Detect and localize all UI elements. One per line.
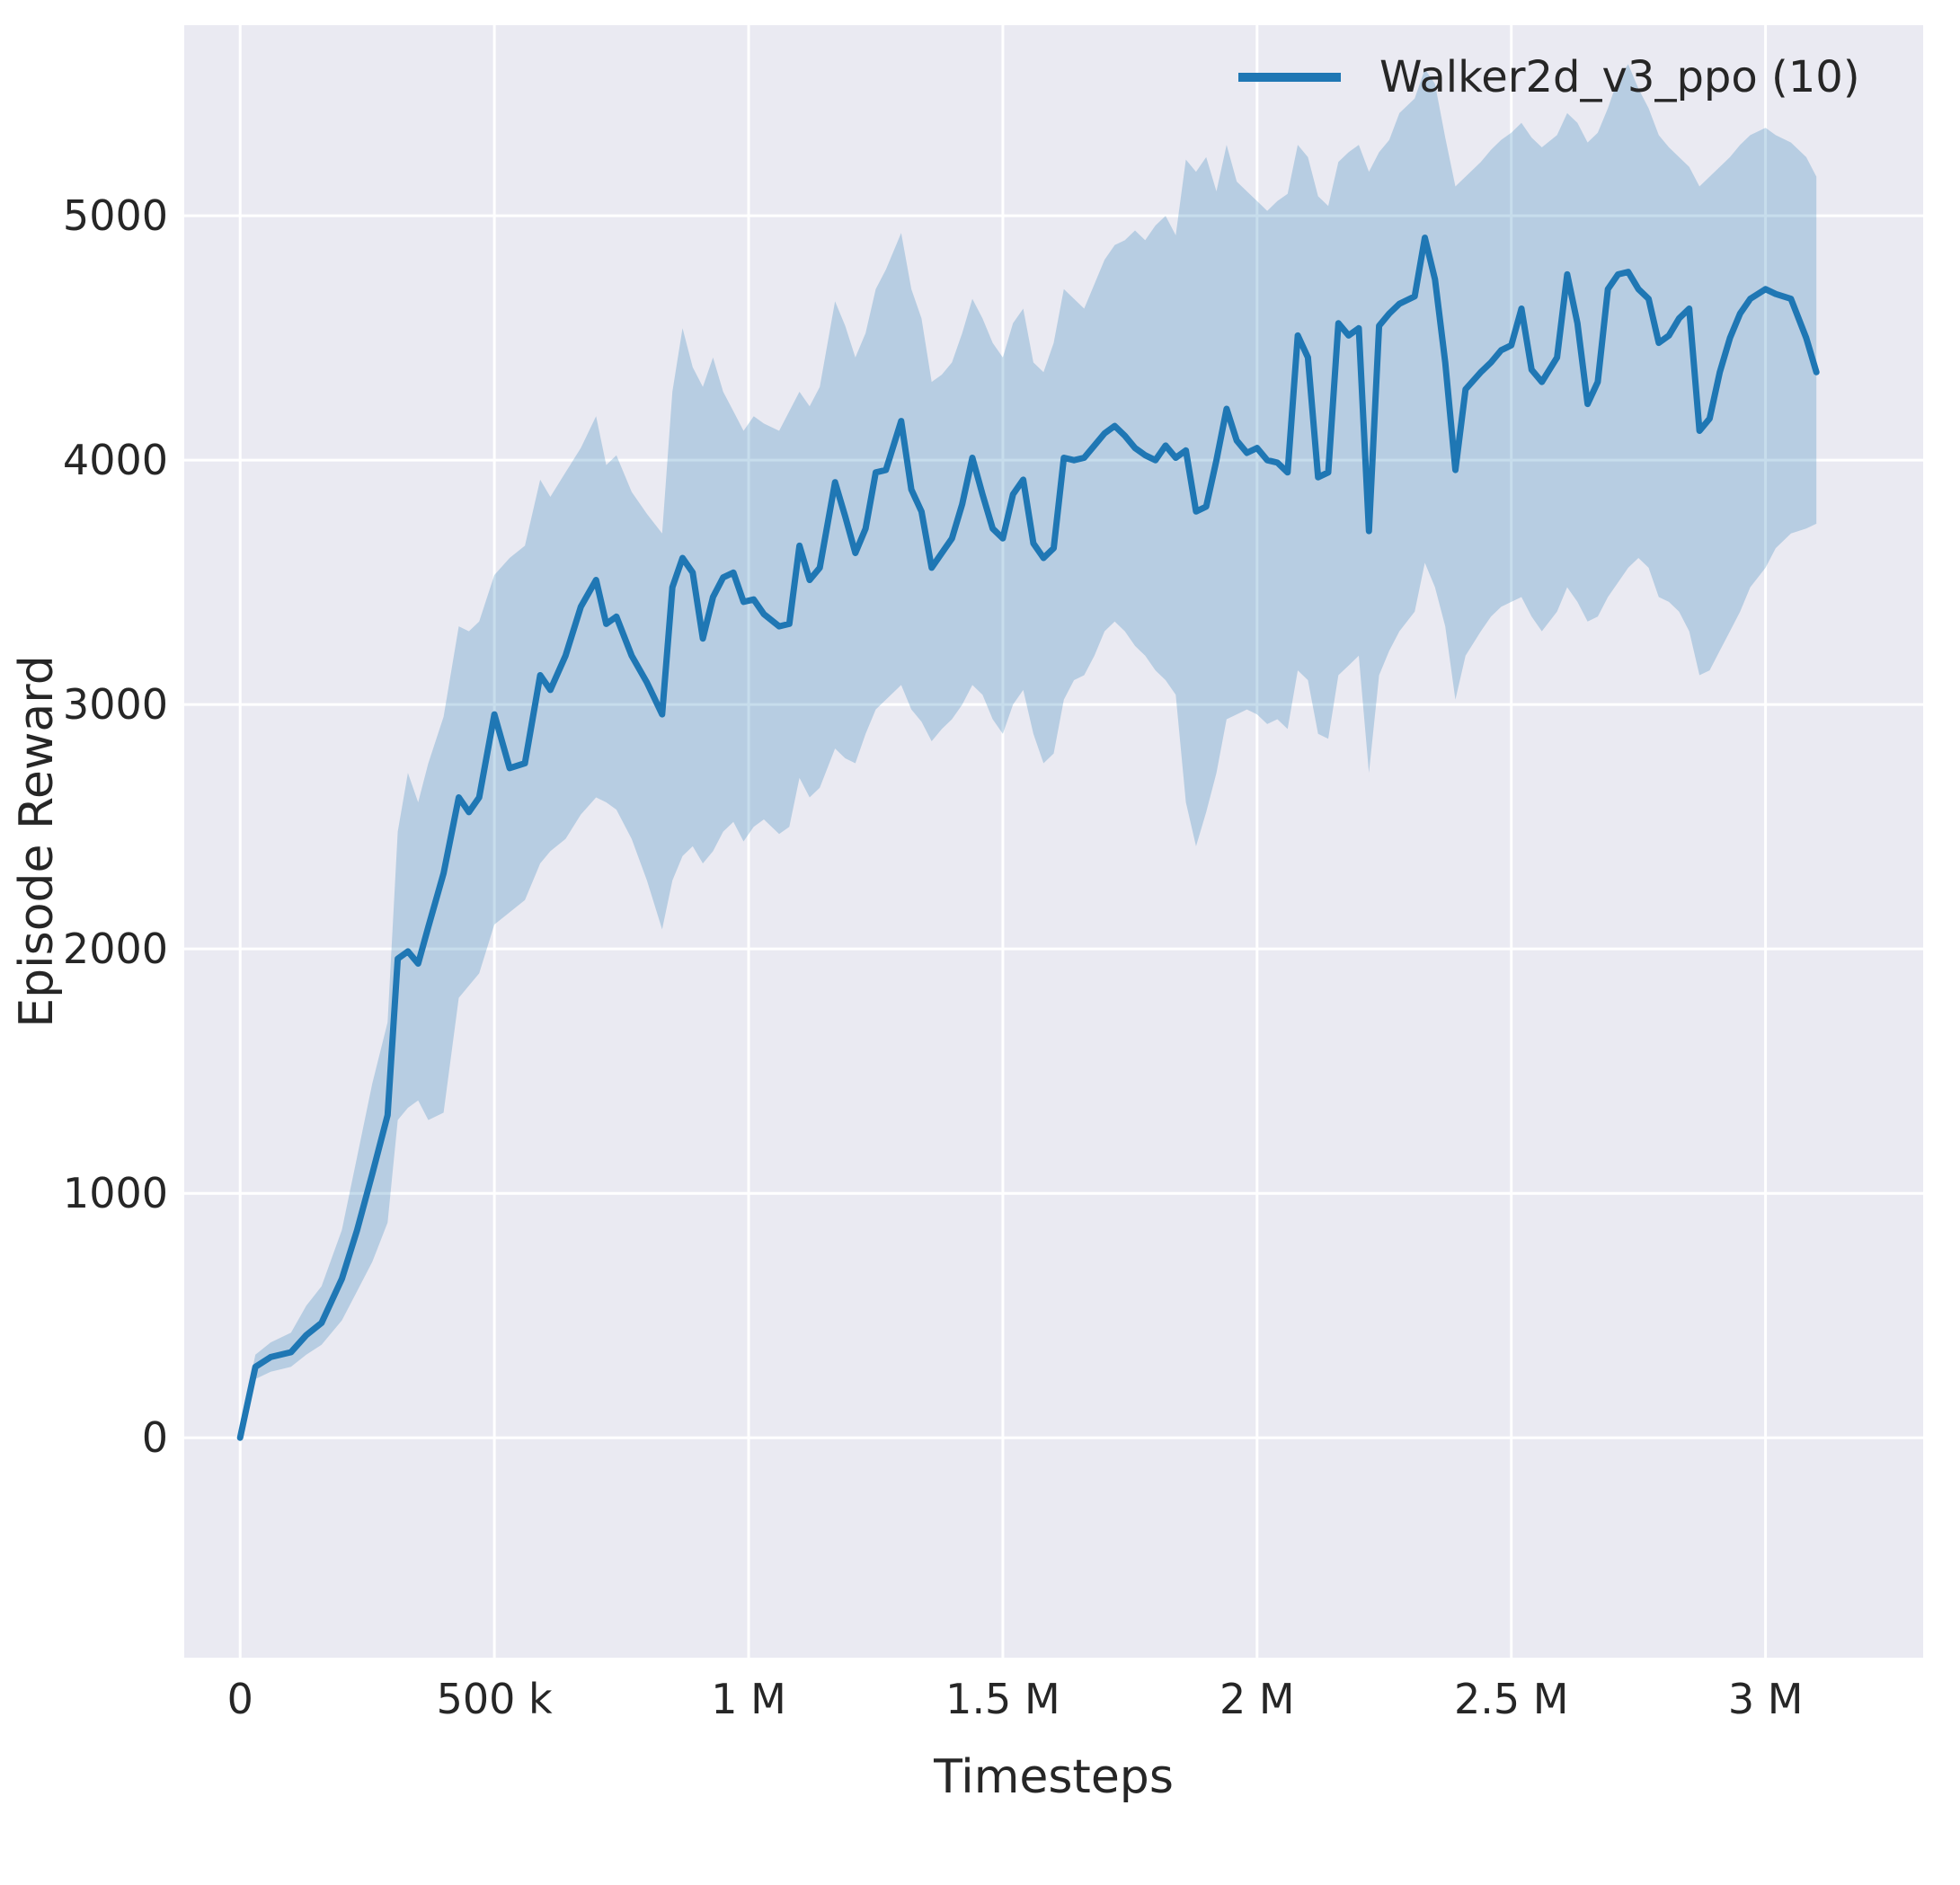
confidence-band	[240, 64, 1817, 1438]
x-tick-label: 3 M	[1728, 1675, 1804, 1723]
y-tick-label: 0	[142, 1413, 168, 1462]
grid-lines	[184, 25, 1923, 1658]
x-axis-label: Timesteps	[933, 1750, 1174, 1804]
y-tick-label: 3000	[63, 680, 168, 729]
x-tick-label: 0	[227, 1675, 253, 1723]
mean-reward-line	[236, 235, 1820, 1441]
y-tick-label: 1000	[63, 1169, 168, 1217]
x-tick-label: 1.5 M	[945, 1675, 1060, 1723]
y-tick-label: 4000	[63, 436, 168, 484]
legend-label: Walker2d_v3_ppo (10)	[1379, 52, 1860, 102]
plot-panel	[184, 25, 1923, 1658]
y-tick-label: 2000	[63, 925, 168, 973]
x-tick-label: 1 M	[711, 1675, 786, 1723]
legend: Walker2d_v3_ppo (10)	[1238, 52, 1860, 102]
y-tick-label: 5000	[63, 191, 168, 240]
x-tick-label: 2 M	[1219, 1675, 1295, 1723]
x-tick-label: 2.5 M	[1454, 1675, 1568, 1723]
x-tick-label: 500 k	[437, 1675, 553, 1723]
y-axis-label: Episode Reward	[10, 655, 64, 1027]
